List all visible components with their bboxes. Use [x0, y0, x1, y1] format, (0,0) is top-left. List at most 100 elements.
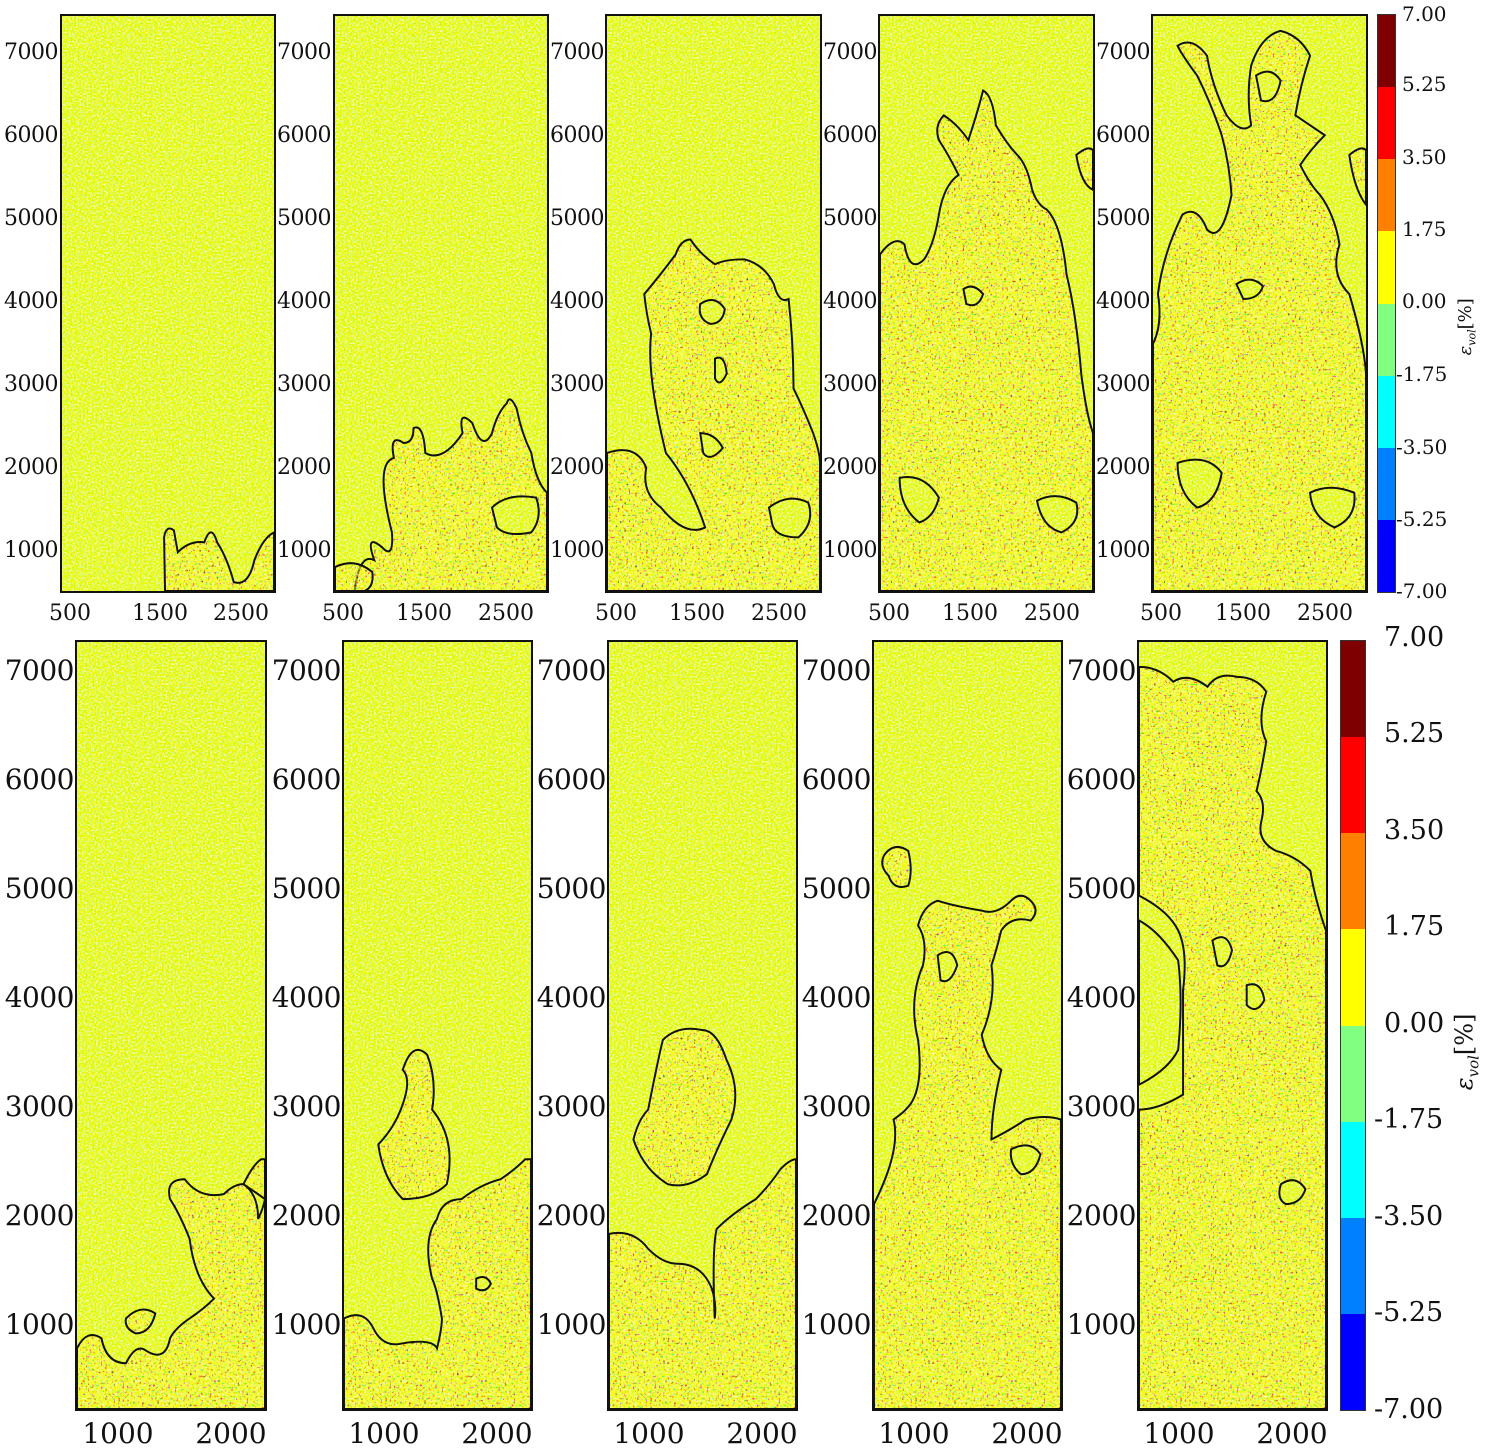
colorbar-label-unit: [%]	[1454, 298, 1476, 330]
strain-panel-bottom-2	[342, 640, 533, 1411]
strain-panel-bottom-4	[872, 640, 1063, 1411]
colorbar-tick: 5.25	[1402, 72, 1447, 96]
y-tick: 6000	[271, 763, 342, 796]
y-tick: 3000	[801, 1090, 872, 1123]
y-tick: 5000	[801, 872, 872, 905]
x-tick: 500	[595, 601, 637, 626]
x-tick: 1000	[348, 1417, 420, 1450]
y-tick: 1000	[1066, 1308, 1137, 1341]
y-tick: 5000	[823, 206, 878, 231]
colorbar-tick: -3.50	[1396, 435, 1448, 459]
colorbar-band	[1341, 833, 1365, 930]
strain-panel-bottom-5	[1137, 640, 1328, 1411]
colorbar-band	[1378, 375, 1395, 448]
y-tick: 6000	[4, 763, 75, 796]
y-tick: 4000	[1096, 289, 1151, 314]
y-tick: 5000	[271, 872, 342, 905]
y-tick: 2000	[4, 455, 59, 480]
y-tick: 2000	[1066, 1199, 1137, 1232]
strain-field	[1153, 16, 1366, 591]
y-tick: 4000	[271, 981, 342, 1014]
colorbar-band	[1341, 929, 1365, 1026]
y-tick: 7000	[823, 40, 878, 65]
y-tick: 1000	[4, 1308, 75, 1341]
y-tick: 3000	[550, 372, 605, 397]
strain-field	[607, 16, 820, 591]
y-tick: 7000	[4, 654, 75, 687]
colorbar-band	[1341, 1025, 1365, 1122]
x-tick: 2000	[195, 1417, 267, 1450]
y-tick: 2000	[550, 455, 605, 480]
colorbar-band	[1378, 15, 1395, 88]
y-tick: 7000	[277, 40, 332, 65]
colorbar-top	[1377, 14, 1396, 593]
y-tick: 2000	[536, 1199, 607, 1232]
x-tick: 1500	[942, 601, 998, 626]
y-tick: 1000	[823, 538, 878, 563]
strain-field	[77, 642, 265, 1409]
y-tick: 7000	[550, 40, 605, 65]
y-tick: 1000	[1096, 538, 1151, 563]
colorbar-band	[1378, 303, 1395, 376]
colorbar-band	[1341, 1217, 1365, 1314]
y-tick: 5000	[550, 206, 605, 231]
y-tick: 2000	[277, 455, 332, 480]
colorbar-tick: 1.75	[1384, 911, 1445, 942]
y-tick: 6000	[1066, 763, 1137, 796]
y-tick: 4000	[823, 289, 878, 314]
colorbar-tick: 0.00	[1384, 1008, 1445, 1039]
colorbar-tick: 3.50	[1402, 145, 1447, 169]
x-tick: 500	[1140, 601, 1182, 626]
strain-field	[62, 16, 274, 591]
y-tick: 4000	[4, 289, 59, 314]
colorbar-tick: 5.25	[1384, 718, 1445, 749]
colorbar-tick: 1.75	[1402, 217, 1447, 241]
y-tick: 7000	[801, 654, 872, 687]
colorbar-tick: -5.25	[1374, 1297, 1444, 1328]
y-tick: 4000	[801, 981, 872, 1014]
y-tick: 6000	[801, 763, 872, 796]
y-tick: 3000	[536, 1090, 607, 1123]
y-tick: 5000	[1096, 206, 1151, 231]
y-tick: 5000	[277, 206, 332, 231]
strain-field	[335, 16, 547, 591]
y-tick: 4000	[277, 289, 332, 314]
colorbar-tick: 7.00	[1402, 2, 1447, 26]
colorbar-tick: -7.00	[1374, 1394, 1444, 1425]
colorbar-tick: -7.00	[1396, 579, 1448, 603]
y-tick: 5000	[536, 872, 607, 905]
y-tick: 7000	[271, 654, 342, 687]
y-tick: 3000	[823, 372, 878, 397]
y-tick: 2000	[823, 455, 878, 480]
colorbar-band	[1378, 231, 1395, 304]
colorbar-tick: 3.50	[1384, 815, 1445, 846]
y-tick: 4000	[536, 981, 607, 1014]
strain-field	[874, 642, 1061, 1409]
y-tick: 6000	[1096, 123, 1151, 148]
colorbar-tick: -5.25	[1396, 507, 1448, 531]
colorbar-band	[1378, 447, 1395, 520]
y-tick: 1000	[4, 538, 59, 563]
y-tick: 1000	[277, 538, 332, 563]
y-tick: 6000	[536, 763, 607, 796]
colorbar-tick: -1.75	[1374, 1104, 1444, 1135]
strain-field	[1139, 642, 1326, 1409]
colorbar-band	[1378, 159, 1395, 232]
x-tick: 1500	[669, 601, 725, 626]
strain-field	[880, 16, 1093, 591]
x-tick: 2500	[1024, 601, 1080, 626]
y-tick: 3000	[271, 1090, 342, 1123]
colorbar-bottom	[1340, 640, 1366, 1411]
x-tick: 1000	[1143, 1417, 1215, 1450]
y-tick: 6000	[823, 123, 878, 148]
colorbar-tick: 0.00	[1402, 289, 1447, 313]
y-tick: 7000	[1066, 654, 1137, 687]
y-tick: 5000	[4, 206, 59, 231]
strain-panel-bottom-1	[75, 640, 267, 1411]
x-tick: 1000	[878, 1417, 950, 1450]
y-tick: 2000	[1096, 455, 1151, 480]
x-tick: 1500	[1215, 601, 1271, 626]
y-tick: 7000	[1096, 40, 1151, 65]
colorbar-label-symbol: ε	[1450, 1077, 1479, 1091]
y-tick: 3000	[277, 372, 332, 397]
